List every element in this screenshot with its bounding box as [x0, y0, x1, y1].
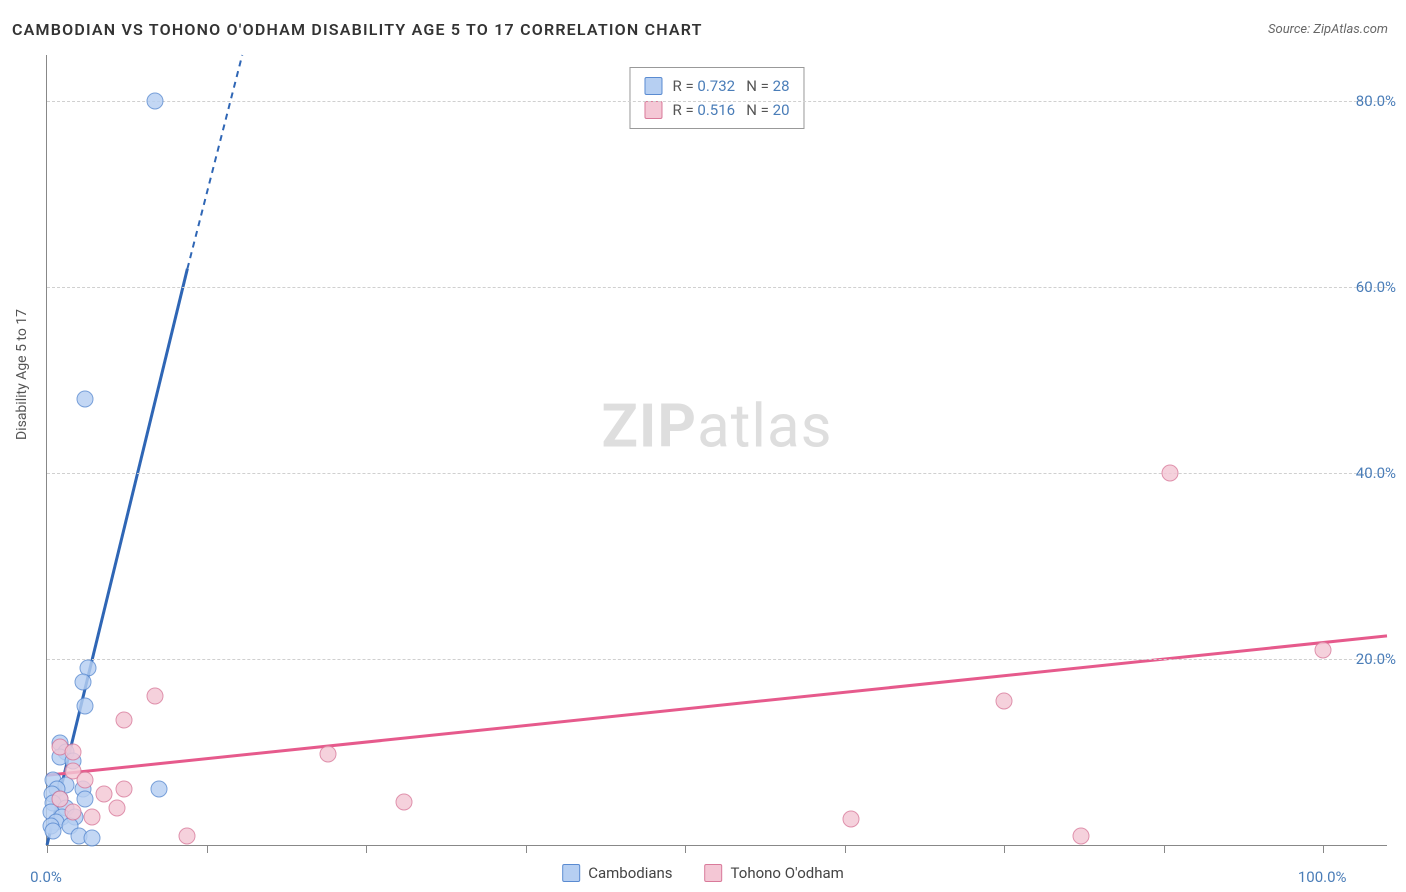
data-point	[77, 390, 94, 407]
stats-legend: R = 0.732 N = 28 R = 0.516 N = 20	[629, 67, 804, 129]
data-point	[77, 771, 94, 788]
y-tick: 20.0%	[1356, 650, 1396, 668]
data-point	[83, 809, 100, 826]
data-point	[64, 804, 81, 821]
x-tick: 100.0%	[1298, 868, 1347, 886]
source-attribution: Source: ZipAtlas.com	[1268, 22, 1388, 37]
chart-title: CAMBODIAN VS TOHONO O'ODHAM DISABILITY A…	[12, 20, 703, 39]
blue-swatch	[644, 77, 662, 95]
data-point	[996, 692, 1013, 709]
y-tick: 80.0%	[1356, 92, 1396, 110]
data-point	[115, 781, 132, 798]
data-point	[396, 794, 413, 811]
data-point	[319, 745, 336, 762]
legend-item-cambodians: Cambodians	[562, 864, 672, 882]
data-point	[843, 810, 860, 827]
data-point	[115, 711, 132, 728]
plot-area: ZIPatlas R = 0.732 N = 28 R = 0.516 N = …	[46, 55, 1387, 846]
y-axis-label: Disability Age 5 to 17	[14, 309, 30, 440]
data-point	[147, 688, 164, 705]
series-legend: Cambodians Tohono O'odham	[562, 864, 844, 882]
data-point	[74, 674, 91, 691]
data-point	[109, 799, 126, 816]
data-point	[1162, 465, 1179, 482]
data-point	[179, 827, 196, 844]
blue-swatch	[562, 864, 580, 882]
trend-lines	[47, 55, 1387, 845]
data-point	[51, 790, 68, 807]
data-point	[45, 823, 62, 840]
y-tick: 60.0%	[1356, 278, 1396, 296]
legend-item-tohono: Tohono O'odham	[705, 864, 844, 882]
data-point	[96, 785, 113, 802]
watermark: ZIPatlas	[601, 391, 832, 462]
data-point	[151, 781, 168, 798]
data-point	[64, 744, 81, 761]
stats-row-blue: R = 0.732 N = 28	[644, 74, 789, 98]
pink-swatch	[705, 864, 723, 882]
y-tick: 40.0%	[1356, 464, 1396, 482]
chart-container: CAMBODIAN VS TOHONO O'ODHAM DISABILITY A…	[0, 0, 1406, 892]
data-point	[1315, 641, 1332, 658]
data-point	[83, 829, 100, 846]
data-point	[77, 697, 94, 714]
x-tick: 0.0%	[30, 868, 62, 886]
data-point	[77, 790, 94, 807]
data-point	[1072, 827, 1089, 844]
data-point	[147, 93, 164, 110]
pink-swatch	[644, 101, 662, 119]
